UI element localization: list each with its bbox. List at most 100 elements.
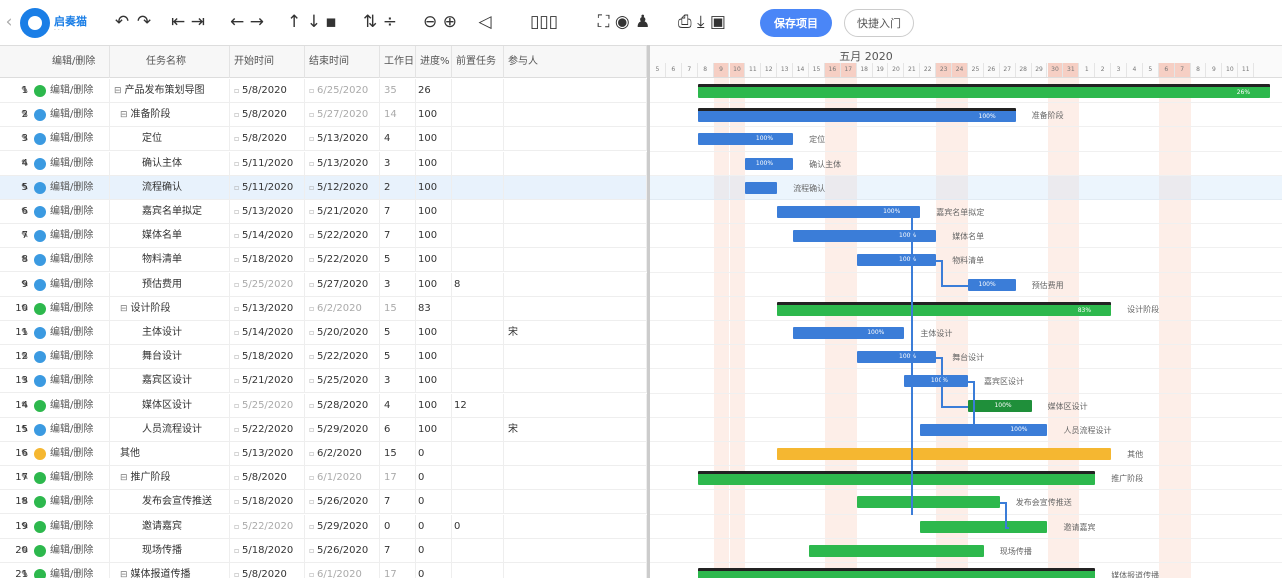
task-row[interactable]: 17 ✎ 编辑/删除 ⊟ 推广阶段 ▫ 5/8/2020 ▫ 6/1/2020 17 0 (0, 466, 647, 491)
task-name[interactable]: 预估费用 (110, 272, 230, 297)
progress-value[interactable]: 100 (416, 272, 452, 297)
gantt-bar[interactable]: 100% (856, 351, 937, 364)
participant[interactable]: 宋 (504, 321, 647, 345)
save-project-button[interactable]: 保存项目 (760, 9, 832, 37)
task-name[interactable]: 定位 (110, 127, 230, 152)
task-row[interactable]: 15 ✎ 编辑/删除 人员流程设计 ▫ 5/22/2020 ▫ 5/29/2020 6 100… (0, 417, 647, 442)
task-name[interactable]: 嘉宾名单拟定 (110, 200, 230, 224)
col-pre-header[interactable]: 前置任务 (452, 46, 504, 78)
task-name[interactable]: ⊟ 设计阶段 (110, 296, 230, 321)
edit-delete-link[interactable]: 编辑/删除 (50, 345, 110, 370)
gantt-bar[interactable]: 100% (968, 399, 1032, 412)
gantt-bar[interactable]: 100% (697, 133, 794, 146)
progress-value[interactable]: 0 (416, 490, 452, 515)
end-date[interactable]: ▫ 5/28/2020 (305, 393, 380, 418)
predecessor[interactable]: 0 (452, 514, 504, 539)
predecessor[interactable] (452, 442, 504, 466)
end-date[interactable]: ▫ 5/29/2020 (305, 417, 380, 442)
work-days[interactable]: 17 (380, 563, 416, 578)
edit-pencil-icon[interactable]: ✎ (21, 255, 29, 266)
task-row[interactable]: 5 ✎ 编辑/删除 流程确认 ▫ 5/11/2020 ▫ 5/12/2020 2 100 (0, 175, 647, 200)
end-date[interactable]: ▫ 6/1/2020 (305, 563, 380, 578)
work-days[interactable]: 6 (380, 417, 416, 442)
work-days[interactable]: 4 (380, 127, 416, 152)
predecessor[interactable] (452, 248, 504, 273)
start-date[interactable]: ▫ 5/11/2020 (230, 175, 305, 200)
edit-delete-link[interactable]: 编辑/删除 (50, 248, 110, 273)
work-days[interactable]: 5 (380, 248, 416, 273)
move-up-down-icon[interactable]: ↑ ↓ (287, 12, 321, 32)
end-date[interactable]: ▫ 5/22/2020 (305, 224, 380, 249)
quick-start-button[interactable]: 快捷入门 (844, 9, 914, 37)
edit-pencil-icon[interactable]: ✎ (21, 424, 29, 435)
task-row[interactable]: 13 ✎ 编辑/删除 嘉宾区设计 ▫ 5/21/2020 ▫ 5/25/2020 3 100 (0, 369, 647, 394)
predecessor[interactable] (452, 127, 504, 152)
task-name[interactable]: 嘉宾区设计 (110, 369, 230, 394)
progress-value[interactable]: 100 (416, 224, 452, 249)
edit-delete-link[interactable]: 编辑/删除 (50, 321, 110, 345)
progress-value[interactable]: 100 (416, 103, 452, 128)
start-date[interactable]: ▫ 5/14/2020 (230, 224, 305, 249)
edit-delete-link[interactable]: 编辑/删除 (50, 417, 110, 442)
participant[interactable] (504, 103, 647, 128)
edit-pencil-icon[interactable]: ✎ (21, 158, 29, 169)
task-name[interactable]: 确认主体 (110, 151, 230, 176)
progress-value[interactable]: 26 (416, 79, 452, 103)
progress-value[interactable]: 0 (416, 514, 452, 539)
delete-icon[interactable]: ▪ (325, 12, 337, 32)
predecessor[interactable] (452, 563, 504, 578)
gantt-bar[interactable]: 100% (968, 278, 1016, 291)
progress-value[interactable]: 0 (416, 538, 452, 563)
work-days[interactable]: 35 (380, 79, 416, 103)
end-date[interactable]: ▫ 5/26/2020 (305, 490, 380, 515)
start-date[interactable]: ▫ 5/22/2020 (230, 514, 305, 539)
gantt-bar[interactable]: 100% (856, 254, 937, 267)
progress-value[interactable]: 100 (416, 151, 452, 176)
task-name[interactable]: 物料清单 (110, 248, 230, 273)
start-date[interactable]: ▫ 5/14/2020 (230, 321, 305, 345)
end-date[interactable]: ▫ 6/25/2020 (305, 79, 380, 103)
task-row[interactable]: 8 ✎ 编辑/删除 物料清单 ▫ 5/18/2020 ▫ 5/22/2020 5 100 (0, 248, 647, 273)
collapse-toggle-icon[interactable]: ⊟ (114, 86, 122, 96)
edit-delete-link[interactable]: 编辑/删除 (50, 296, 110, 321)
collapse-toggle-icon[interactable]: ⊟ (120, 570, 128, 578)
task-name[interactable]: 邀请嘉宾 (110, 514, 230, 539)
predecessor[interactable]: 12 (452, 393, 504, 418)
edit-pencil-icon[interactable]: ✎ (21, 110, 29, 121)
predecessor[interactable] (452, 538, 504, 563)
participant[interactable] (504, 466, 647, 491)
end-date[interactable]: ▫ 6/2/2020 (305, 442, 380, 466)
work-days[interactable]: 0 (380, 514, 416, 539)
progress-value[interactable]: 100 (416, 175, 452, 200)
work-days[interactable]: 15 (380, 442, 416, 466)
collapse-toggle-icon[interactable]: ⊟ (120, 303, 128, 314)
work-days[interactable]: 3 (380, 369, 416, 394)
predecessor[interactable] (452, 417, 504, 442)
progress-value[interactable]: 100 (416, 417, 452, 442)
task-name[interactable]: 舞台设计 (110, 345, 230, 370)
work-days[interactable]: 17 (380, 466, 416, 491)
edit-delete-link[interactable]: 编辑/删除 (50, 79, 110, 103)
progress-value[interactable]: 100 (416, 248, 452, 273)
task-row[interactable]: 1 ✎ 编辑/删除 ⊟ 产品发布策划导图 ▫ 5/8/2020 ▫ 6/25/2020 35 2… (0, 79, 647, 103)
edit-delete-link[interactable]: 编辑/删除 (50, 466, 110, 491)
participant[interactable] (504, 538, 647, 563)
col-end-header[interactable]: 结束时间 (305, 46, 380, 78)
edit-delete-link[interactable]: 编辑/删除 (50, 490, 110, 515)
participant[interactable] (504, 79, 647, 103)
predecessor[interactable] (452, 175, 504, 200)
participant[interactable] (504, 345, 647, 370)
work-days[interactable]: 3 (380, 272, 416, 297)
task-row[interactable]: 6 ✎ 编辑/删除 嘉宾名单拟定 ▫ 5/13/2020 ▫ 5/21/2020 7 100 (0, 200, 647, 224)
edit-pencil-icon[interactable]: ✎ (21, 303, 29, 314)
gantt-bar[interactable]: 100% (745, 157, 794, 170)
participant[interactable] (504, 224, 647, 249)
start-date[interactable]: ▫ 5/13/2020 (230, 200, 305, 224)
fullscreen-palette-user-icon[interactable]: ⛶ ◉ ♟ (597, 12, 651, 32)
predecessor[interactable] (452, 103, 504, 128)
task-row[interactable]: 21 ✎ 编辑/删除 ⊟ 媒体报道传播 ▫ 5/8/2020 ▫ 6/1/2020 17 0 (0, 563, 647, 578)
participant[interactable] (504, 490, 647, 515)
end-date[interactable]: ▫ 5/22/2020 (305, 248, 380, 273)
start-date[interactable]: ▫ 5/18/2020 (230, 345, 305, 370)
task-row[interactable]: 20 ✎ 编辑/删除 现场传播 ▫ 5/18/2020 ▫ 5/26/2020 7 0 (0, 538, 647, 563)
